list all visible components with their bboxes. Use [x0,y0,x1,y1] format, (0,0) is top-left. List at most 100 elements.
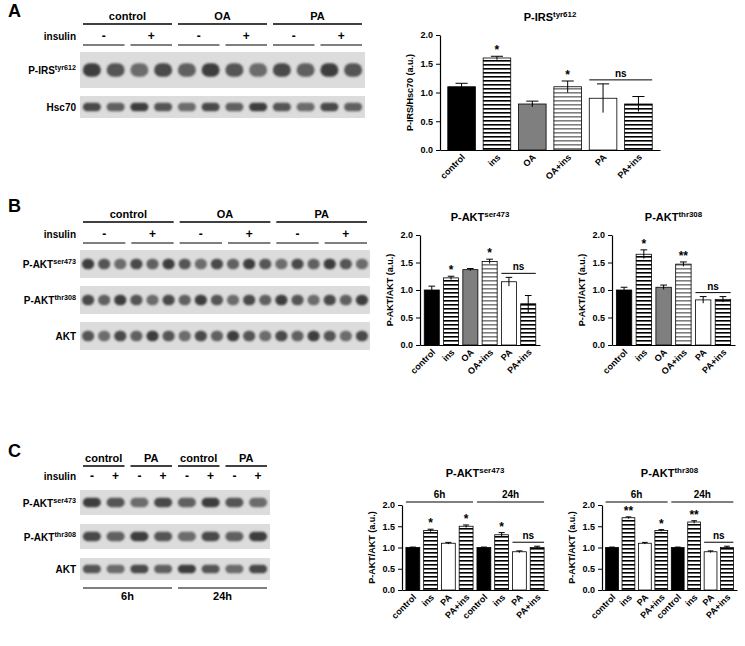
row-label: P-IRStyr612 [28,63,76,77]
axis-line [402,506,403,591]
blot-band [154,498,172,508]
tick-label: ins [420,592,436,608]
significance: * [464,512,469,526]
error-stem [528,296,529,313]
y-tick: 1.0 [420,88,440,98]
group-label: 6h [631,489,643,500]
tick-mark [598,526,602,527]
insulin-sign: + [207,469,214,483]
bar [482,261,497,345]
label-superscript: tyr612 [553,10,577,19]
tick-label: ins [440,347,456,363]
blot-band [259,331,271,342]
blot-band [154,63,172,77]
x-tick: control [461,590,490,621]
tick-label: 2.0 [420,30,433,40]
tick-label: 1.5 [582,522,595,532]
insulin-sign: + [255,469,262,483]
y-tick: 0.0 [592,340,612,350]
blot-band [146,295,158,306]
blot-band [178,498,196,508]
row-label: AKT [55,331,76,342]
blot-band [211,331,223,342]
y-tick: 0.0 [382,585,402,595]
tick-label: OA+ins [659,347,689,377]
condition-label: control [180,452,217,464]
tick-label: control [461,592,490,621]
error-bar [675,547,681,549]
x-tick: control [390,590,419,621]
x-tick: ins [618,590,634,608]
error-bar [410,547,416,549]
tick-label: 1.0 [382,543,395,553]
error-cap [467,268,474,269]
y-axis: 0.00.51.01.52.0 [420,30,440,155]
error-cap [700,296,707,297]
blot-band [273,103,291,111]
tick-label: PA+ins [514,592,542,620]
blot-band [259,259,271,270]
blot-band [225,498,243,508]
tick-label: PA+ins [505,347,533,375]
blot-band [130,532,148,542]
blot-band [291,331,303,342]
bar [477,548,491,591]
blot-band [243,331,255,342]
bar-chart: 0.00.51.01.52.0controlinsOAOA+insPAPA+in… [385,210,541,377]
blot-band [154,103,172,111]
blot-band [83,103,101,111]
blot-band [340,331,352,342]
x-tick: control [438,150,467,181]
tick-mark [416,345,420,346]
blot-band [83,498,101,508]
error-cap [642,542,648,543]
y-axis: 0.00.51.01.52.0 [582,500,602,595]
bar [441,543,455,590]
tick-mark [398,590,402,591]
y-axis-title: P-AKT/AKT (a.u.) [385,254,395,327]
label-superscript: tyr612 [55,63,76,72]
significance: * [499,520,504,534]
x-tick: ins [486,150,502,168]
error-cap [428,286,435,287]
tick-label: 1.0 [420,88,433,98]
significance: * [428,516,433,530]
label-main: P-AKT [645,211,679,223]
insulin-label: insulin [44,229,76,240]
tick-mark [398,569,402,570]
blot-band [195,259,207,270]
tick-label: OA+ins [466,347,496,377]
blot-strip [80,250,370,278]
significance: * [642,237,647,251]
y-tick: 2.0 [592,230,612,240]
tick-label: 0.0 [592,340,605,350]
y-tick: 1.0 [582,543,602,553]
error-stem [567,81,568,93]
sign-bar [131,242,173,243]
tick-mark [416,290,420,291]
y-axis-title: P-AKT/AKT (a.u.) [567,511,577,584]
condition-label: control [110,208,147,220]
error-bar [642,542,648,544]
bar [688,522,701,590]
error-stem [703,297,704,304]
y-tick: 1.5 [420,59,440,69]
error-stem [431,286,432,294]
tick-mark [398,548,402,549]
error-stem [461,83,462,90]
tick-mark [608,345,612,346]
condition-label: PA [314,208,329,220]
tick-mark [598,569,602,570]
error-bar [526,101,538,107]
significance: * [449,263,454,277]
blot-band [179,259,191,270]
blot-band [114,295,126,306]
blot-band [225,565,243,573]
label-main: P-AKT [23,259,54,270]
plot-area [424,259,536,345]
blot-band [273,63,291,77]
condition-bar [180,221,271,223]
insulin-sign: + [246,227,253,241]
condition-bar [226,465,268,467]
y-axis: 0.00.51.01.52.0 [400,230,420,350]
